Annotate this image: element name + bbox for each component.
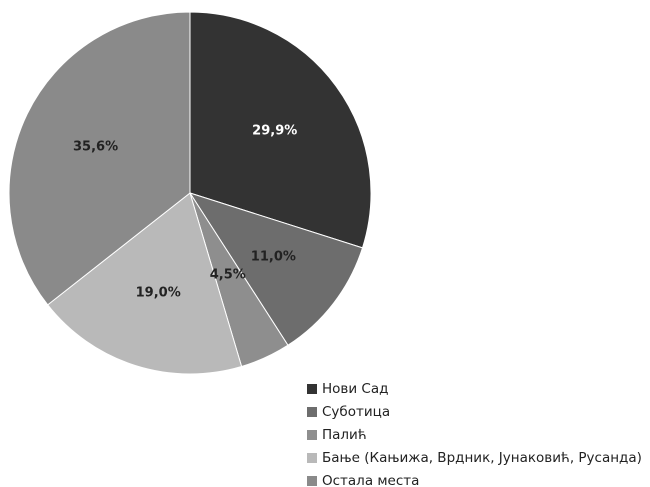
legend-swatch — [307, 430, 317, 440]
data-label: 29,9% — [252, 124, 297, 139]
data-label: 35,6% — [73, 140, 118, 155]
data-label: 4,5% — [210, 268, 246, 283]
pie-slice — [189, 11, 372, 249]
legend-swatch — [307, 476, 317, 486]
legend-label: Палић — [322, 427, 367, 443]
legend-swatch — [307, 453, 317, 463]
legend-label: Остала места — [322, 473, 419, 487]
data-label: 19,0% — [136, 286, 181, 301]
pie-slice — [46, 192, 243, 375]
pie-slice — [8, 11, 191, 306]
legend-swatch — [307, 407, 317, 417]
data-label: 11,0% — [251, 249, 296, 264]
legend-swatch — [307, 384, 317, 394]
pie-slice — [188, 192, 364, 346]
legend-label: Бање (Кањижа, Врдник, Јунаковић, Русанда… — [322, 450, 642, 466]
legend-label: Нови Сад — [322, 381, 388, 397]
legend-label: Суботица — [322, 404, 390, 420]
